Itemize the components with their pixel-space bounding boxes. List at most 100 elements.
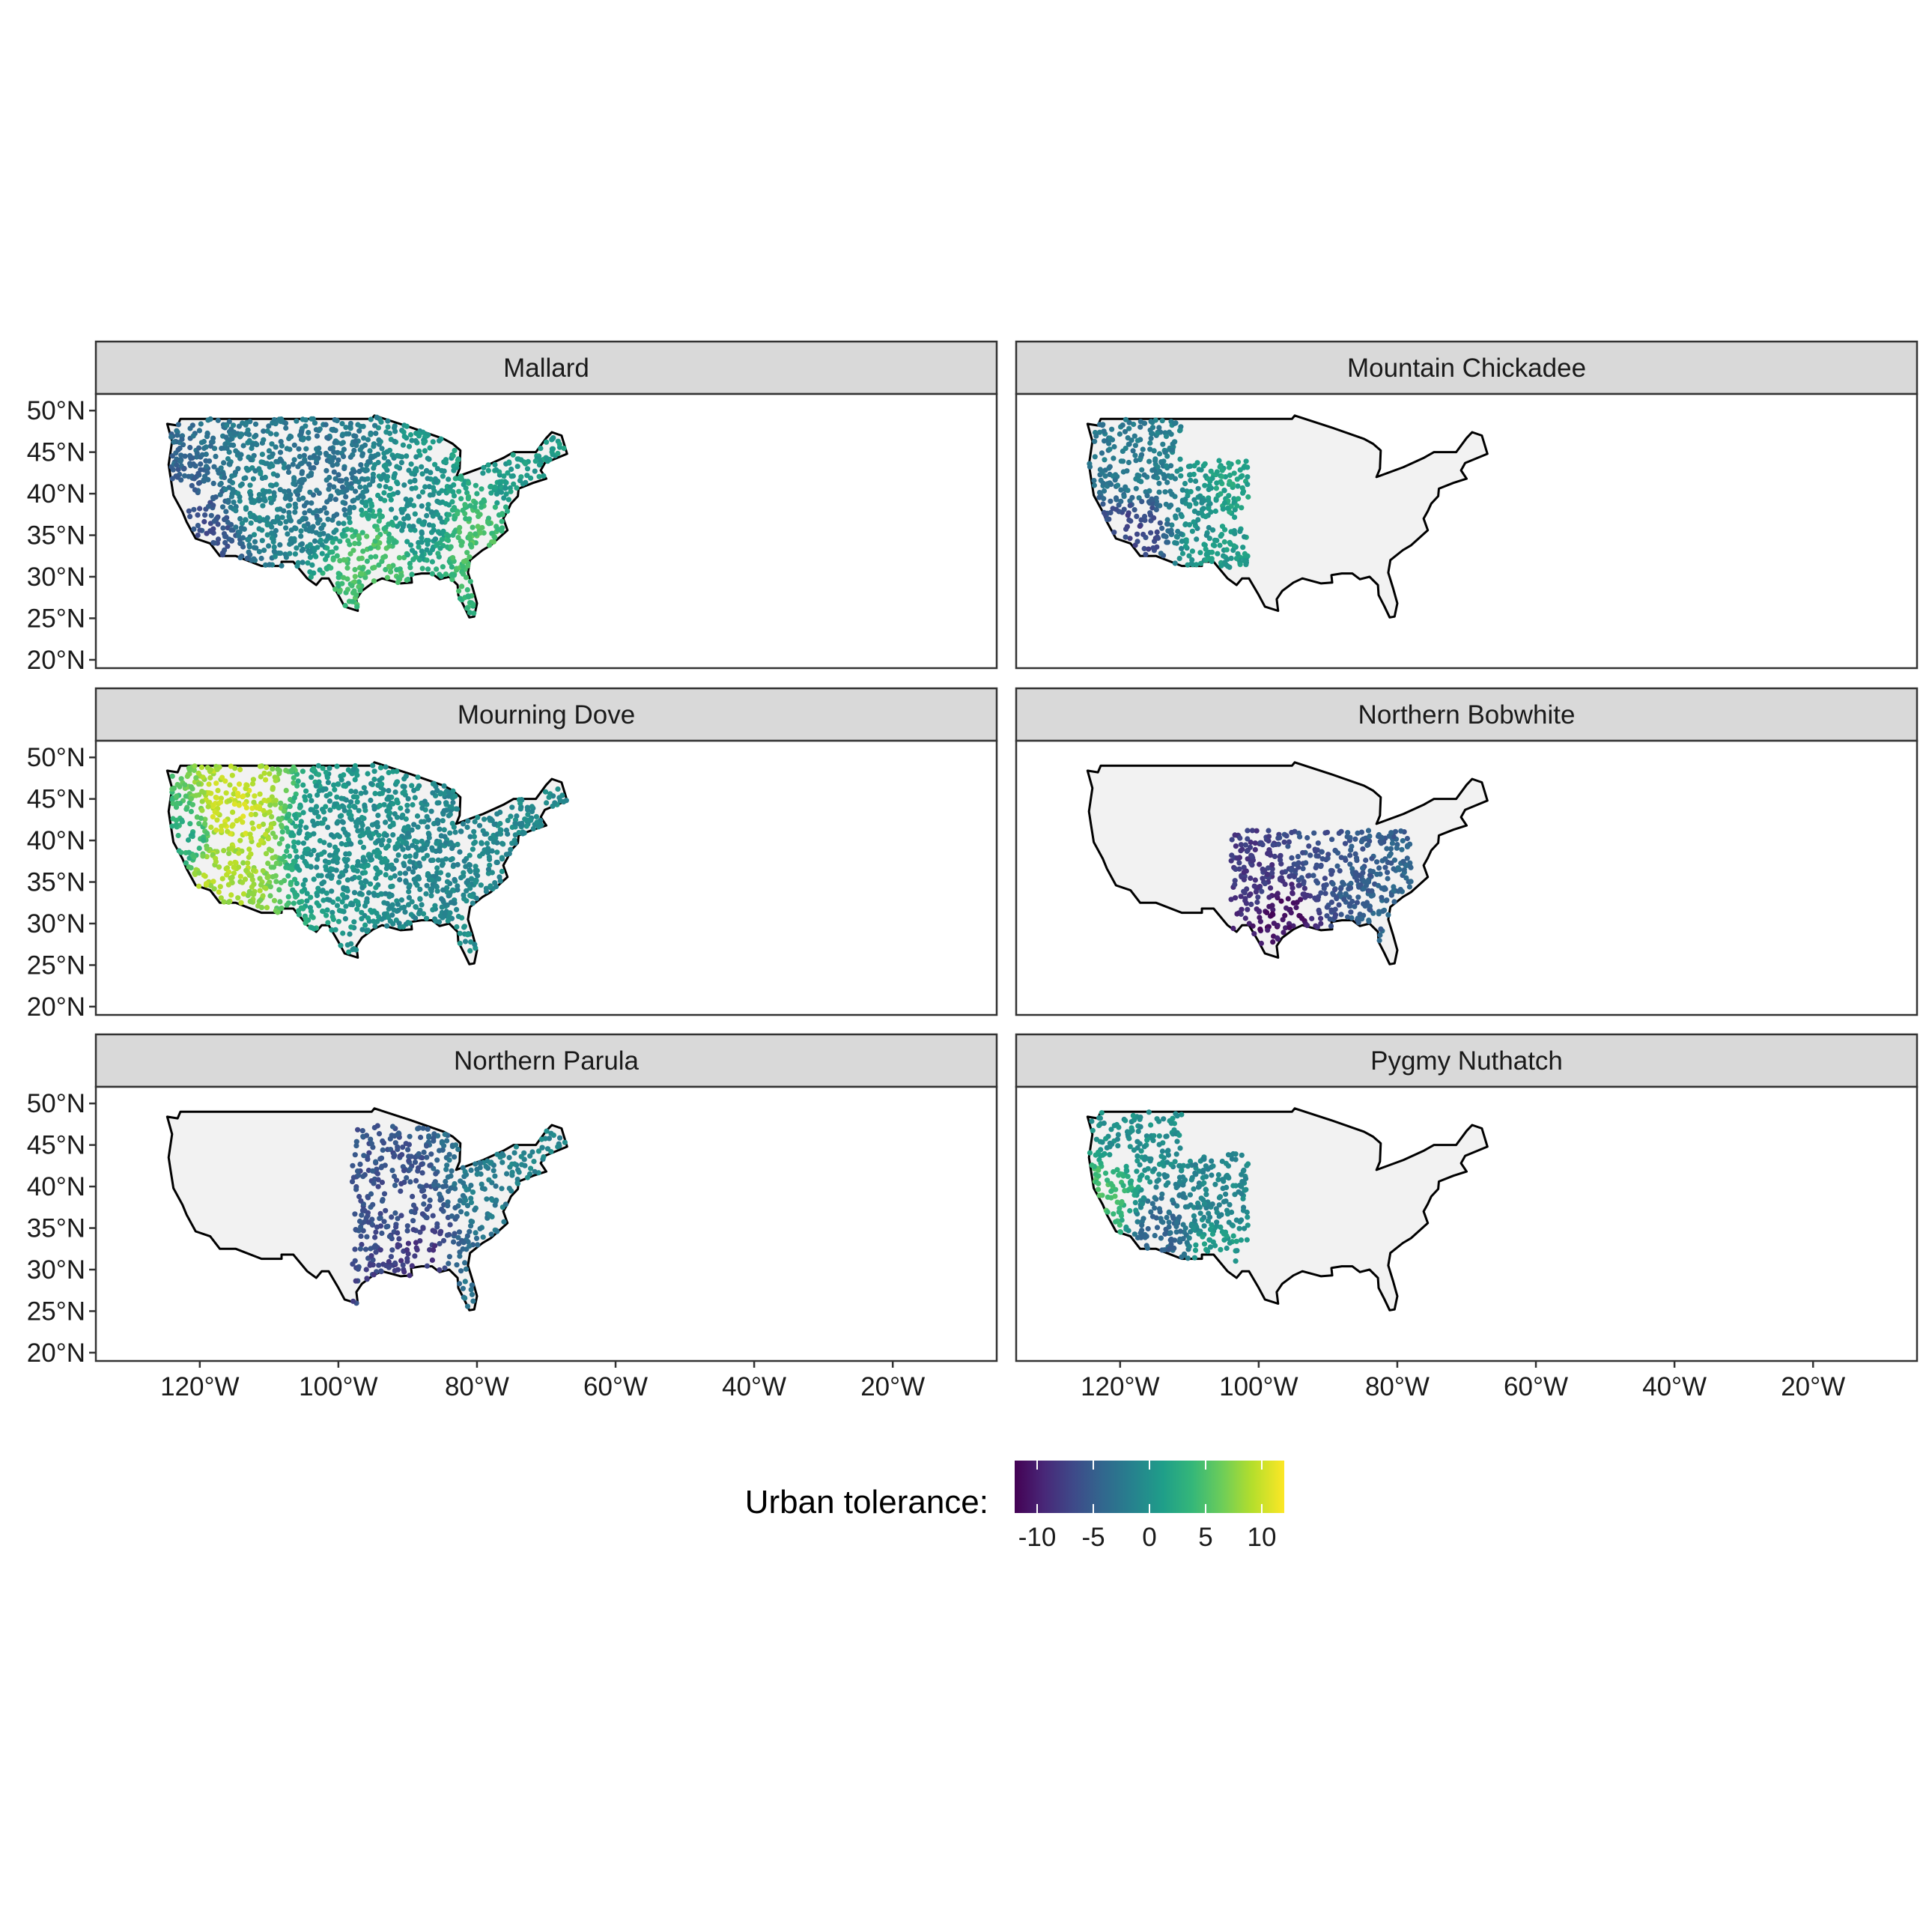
survey-point (1189, 528, 1195, 534)
survey-point (1269, 862, 1275, 868)
survey-point (204, 846, 210, 852)
survey-point (400, 442, 407, 448)
survey-point (423, 1214, 429, 1220)
survey-point (1126, 459, 1131, 466)
survey-point (1382, 864, 1388, 870)
survey-point (221, 899, 227, 905)
survey-point (1232, 878, 1238, 884)
survey-point (440, 915, 446, 921)
survey-point (256, 515, 263, 521)
survey-point (388, 875, 394, 881)
survey-point (356, 541, 362, 547)
survey-point (1304, 922, 1310, 929)
survey-point (1363, 857, 1369, 864)
survey-point (263, 562, 269, 568)
survey-point (178, 776, 184, 782)
survey-point (390, 563, 396, 569)
survey-point (320, 787, 326, 793)
survey-point (464, 1171, 470, 1177)
survey-point (343, 797, 349, 803)
survey-point (249, 780, 256, 786)
survey-point (464, 824, 470, 831)
survey-point (192, 763, 198, 769)
survey-point (1243, 562, 1249, 568)
survey-point (348, 924, 354, 930)
survey-point (1231, 470, 1237, 476)
survey-point (1127, 1144, 1133, 1150)
survey-point (237, 554, 243, 561)
survey-point (431, 1165, 437, 1171)
survey-point (365, 915, 371, 921)
survey-point (374, 1123, 380, 1129)
survey-point (1209, 549, 1215, 555)
survey-point (368, 907, 374, 913)
survey-point (460, 571, 467, 577)
survey-point (283, 787, 289, 793)
survey-point (513, 1144, 520, 1150)
survey-point (300, 840, 306, 846)
survey-point (1238, 894, 1244, 900)
survey-point (323, 422, 329, 428)
survey-point (401, 1269, 407, 1275)
survey-point (1206, 1237, 1212, 1243)
survey-point (1215, 1177, 1221, 1183)
survey-point (464, 1203, 471, 1209)
survey-point (536, 462, 543, 468)
survey-point (197, 506, 203, 512)
survey-point (237, 540, 243, 547)
survey-point (1231, 543, 1237, 549)
survey-point (433, 479, 439, 485)
survey-point (525, 817, 531, 823)
survey-point (440, 897, 446, 903)
survey-point (1123, 526, 1129, 533)
survey-point (1111, 443, 1117, 450)
survey-point (299, 478, 305, 484)
survey-points (169, 763, 569, 955)
survey-point (395, 1132, 401, 1138)
survey-point (546, 794, 552, 800)
survey-point (340, 930, 346, 936)
survey-point (372, 538, 378, 545)
survey-point (291, 843, 297, 849)
survey-point (414, 1247, 420, 1253)
survey-point (456, 588, 462, 594)
survey-point (376, 518, 382, 524)
survey-point (318, 525, 324, 532)
survey-point (277, 899, 283, 905)
survey-point (201, 837, 207, 843)
survey-point (455, 887, 461, 893)
survey-point (295, 488, 301, 494)
survey-point (187, 821, 193, 827)
survey-point (410, 524, 416, 530)
survey-point (412, 1253, 418, 1259)
survey-point (505, 817, 511, 823)
y-tick-label: 35°N (27, 1214, 85, 1243)
survey-point (486, 854, 493, 860)
survey-point (1319, 849, 1325, 855)
survey-point (349, 1179, 356, 1185)
survey-point (412, 1159, 419, 1165)
survey-point (460, 1192, 467, 1198)
survey-point (174, 781, 180, 788)
survey-point (313, 783, 319, 789)
survey-point (367, 507, 373, 513)
survey-point (519, 1162, 525, 1168)
survey-point (335, 521, 341, 527)
survey-point (244, 555, 250, 562)
survey-point (1096, 494, 1102, 500)
survey-point (1155, 535, 1161, 542)
survey-point (1218, 1246, 1224, 1252)
survey-point (314, 513, 320, 519)
survey-point (452, 876, 458, 882)
survey-point (370, 471, 376, 477)
survey-point (1340, 879, 1346, 885)
survey-point (1244, 1237, 1250, 1243)
survey-point (556, 1143, 562, 1149)
survey-point (300, 416, 306, 422)
survey-point (441, 1143, 447, 1149)
survey-point (381, 490, 387, 496)
survey-point (422, 484, 428, 490)
survey-point (311, 452, 317, 459)
survey-point (1235, 483, 1241, 489)
survey-point (1206, 506, 1212, 512)
